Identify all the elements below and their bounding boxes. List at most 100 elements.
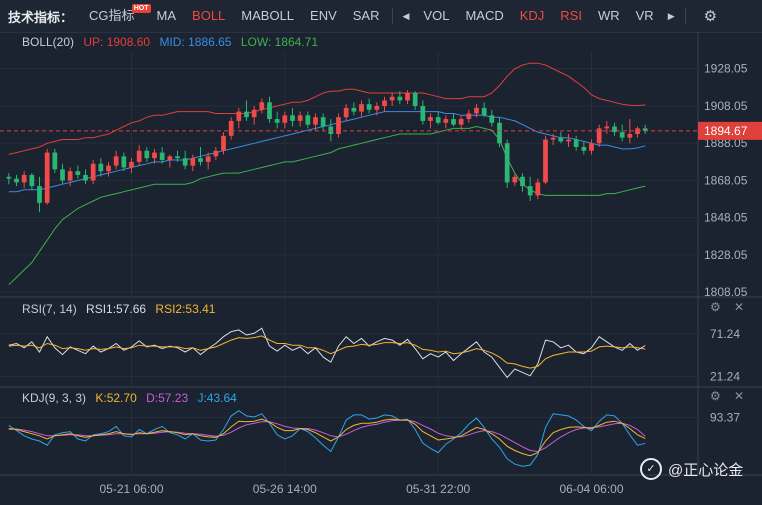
candle-body (106, 165, 111, 172)
candle-body (167, 156, 173, 161)
tab-vr[interactable]: VR (635, 8, 654, 23)
candle-body (397, 96, 403, 101)
candle-body (136, 150, 142, 162)
candle-body (175, 156, 180, 159)
boll-lower-line (8, 125, 646, 286)
candle-body (75, 171, 81, 175)
candle-body (274, 119, 280, 123)
y-tick-label: 1928.05 (704, 62, 748, 76)
x-tick-label: 06-04 06:00 (559, 482, 623, 496)
candle-body (14, 178, 19, 183)
candle-body (6, 176, 12, 179)
candle-body (405, 92, 410, 101)
x-tick-label: 05-31 22:00 (406, 482, 470, 496)
candle-body (412, 92, 418, 107)
candle-body (98, 163, 104, 172)
kdj-plot (8, 410, 646, 467)
tab-boll[interactable]: BOLL (192, 8, 226, 23)
candle-body (121, 156, 127, 168)
candle-body (627, 133, 633, 138)
candle-body (504, 143, 510, 183)
candle-body (474, 107, 479, 114)
candle-body (604, 126, 610, 129)
candle-body (198, 158, 203, 162)
candle-body (451, 119, 456, 125)
tab-vol[interactable]: VOL (423, 8, 450, 23)
candle-body (328, 126, 334, 134)
rsi-tick-label: 71.24 (710, 327, 740, 341)
candle-body (320, 117, 326, 127)
rsi1-line (8, 327, 646, 379)
candle-body (251, 109, 257, 118)
boll-legend: BOLL(20) UP: 1908.60 MID: 1886.65 LOW: 1… (22, 35, 324, 49)
toolbar-divider (684, 8, 686, 24)
candle-body (90, 163, 96, 181)
candle-body (589, 143, 594, 151)
boll-legend-up: UP: 1908.60 (83, 35, 151, 49)
candle-body (60, 169, 65, 181)
settings-gear-icon[interactable]: ⚙ (703, 8, 718, 25)
axes: 1808.051828.051848.051868.051888.051908.… (99, 62, 762, 496)
scroll-left-icon[interactable]: ◀ (402, 10, 410, 21)
price-plot (0, 62, 698, 286)
candle-body (313, 117, 318, 125)
candle-body (420, 106, 426, 121)
candle-body (129, 161, 134, 168)
candle-body (190, 158, 196, 166)
hot-badge: HOT (131, 4, 151, 13)
candle-body (267, 102, 272, 120)
candle-body (228, 120, 234, 136)
rsi-legend-rsi1: RSI1:57.66 (86, 302, 147, 316)
rsi2-line (8, 335, 646, 369)
candle-body (389, 96, 395, 101)
rsi-plot (8, 327, 646, 379)
candle-body (282, 115, 288, 123)
rsi-settings-gear-icon[interactable]: ⚙ (710, 300, 721, 314)
scroll-right-icon[interactable]: ▶ (667, 10, 675, 21)
kdj-k-line (8, 418, 646, 457)
tab-sar[interactable]: SAR (352, 8, 380, 23)
tab-cg[interactable]: CG指标 HOT (89, 4, 151, 23)
rsi-close-icon[interactable]: ✕ (734, 300, 745, 314)
candle-body (305, 115, 311, 125)
kdj-close-icon[interactable]: ✕ (734, 389, 745, 403)
tab-maboll[interactable]: MABOLL (241, 8, 295, 23)
kdj-legend-k: K:52.70 (95, 391, 137, 405)
candle-body (612, 126, 617, 133)
tab-wr[interactable]: WR (597, 8, 620, 23)
tab-kdj[interactable]: KDJ (519, 8, 545, 23)
tab-rsi[interactable]: RSI (560, 8, 582, 23)
candle-body (159, 152, 165, 161)
candle-body (497, 122, 502, 144)
x-tick-label: 05-21 06:00 (99, 482, 163, 496)
candle-body (512, 176, 518, 183)
candle-body (359, 104, 364, 112)
tab-ma[interactable]: MA (156, 8, 177, 23)
rsi-legend-rsi2: RSI2:53.41 (155, 302, 216, 316)
candle-body (366, 104, 372, 110)
tab-env[interactable]: ENV (310, 8, 337, 23)
candle-body (152, 152, 157, 159)
candle-body (113, 156, 119, 166)
grid-lines (0, 32, 762, 476)
kdj-settings-gear-icon[interactable]: ⚙ (710, 389, 721, 403)
candle-body (221, 135, 226, 151)
candle-body (336, 117, 341, 134)
candle-body (428, 117, 433, 121)
candle-body (144, 150, 150, 159)
last-price-tag (698, 121, 762, 140)
boll-upper-line (8, 62, 646, 155)
candle-body (83, 174, 88, 181)
candle-body (520, 176, 525, 187)
tab-macd[interactable]: MACD (465, 8, 504, 23)
candle-body (297, 115, 303, 121)
boll-mid-line (8, 111, 646, 193)
candle-body (550, 137, 556, 140)
candle-body (374, 106, 380, 110)
kdj-legend-j: J:43.64 (197, 391, 237, 405)
candle-body (52, 152, 58, 170)
candle-body (573, 139, 579, 147)
candle-body (489, 115, 495, 123)
candle-body (343, 107, 349, 118)
